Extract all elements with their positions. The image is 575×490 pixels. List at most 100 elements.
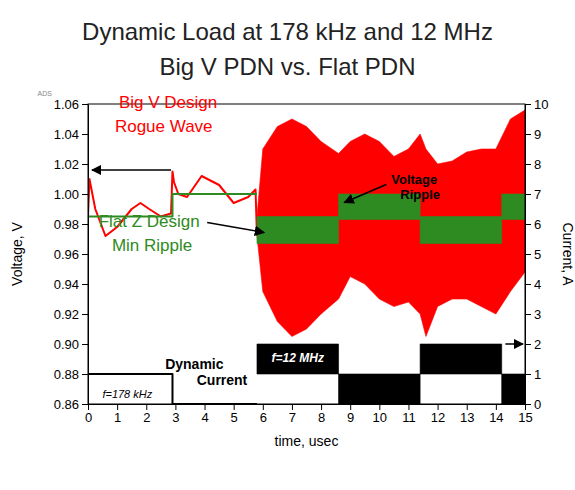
tick-mark	[82, 404, 88, 405]
tick-label: 5	[231, 410, 238, 425]
tick-label: 1	[534, 367, 541, 382]
tick: 3	[172, 404, 179, 425]
tick-label: 0.90	[54, 337, 79, 352]
tick-label: 9	[347, 410, 354, 425]
tick-label: 6	[534, 217, 541, 232]
source-label: ADS	[38, 90, 53, 97]
tick-label: 6	[260, 410, 267, 425]
y-axis-line	[88, 105, 89, 405]
tick: 12	[431, 404, 445, 425]
tick: 4	[525, 277, 541, 292]
tick-label: 5	[534, 247, 541, 262]
tick: 0	[525, 397, 541, 412]
tick: 5	[525, 247, 541, 262]
tick-label: 0	[534, 397, 541, 412]
tick-mark	[350, 404, 351, 410]
tick-mark	[525, 134, 531, 135]
tick-label: 4	[201, 410, 208, 425]
tick: 8	[525, 157, 541, 172]
tick-label: 3	[172, 410, 179, 425]
tick-label: 10	[373, 410, 387, 425]
chart-title: Dynamic Load at 178 kHz and 12 MHz	[82, 18, 493, 45]
tick: 0.96	[54, 247, 88, 262]
annotation-pointer	[344, 185, 386, 203]
tick: 0.94	[54, 277, 88, 292]
tick-label: 1.02	[54, 157, 79, 172]
y-axis-title: Voltage, V	[9, 221, 25, 285]
tick: 1.00	[54, 187, 88, 202]
tick-label: 12	[431, 410, 445, 425]
tick: 2	[525, 337, 541, 352]
tick: 0	[85, 404, 92, 425]
series-band	[257, 110, 525, 337]
tick-label: 10	[534, 97, 548, 112]
tick-label: 0.94	[54, 277, 79, 292]
chart-svg: Dynamic Load at 178 kHz and 12 MHz Big V …	[0, 0, 575, 490]
tick-mark	[321, 404, 322, 410]
tick-mark	[525, 374, 531, 375]
tick: 8	[318, 404, 325, 425]
tick: 3	[525, 307, 541, 322]
tick-mark	[379, 404, 380, 410]
axis-pointer-right	[505, 343, 523, 345]
y2-axis: 0 1 2 3 4 5 6 7 8 9 10	[525, 97, 548, 412]
tick: 7	[525, 187, 541, 202]
tick: 5	[231, 404, 238, 425]
tick: 9	[525, 127, 541, 142]
tick: 1	[525, 367, 541, 382]
tick-mark	[82, 134, 88, 135]
chart-container: Dynamic Load at 178 kHz and 12 MHz Big V …	[0, 0, 575, 490]
annotation-pointer	[207, 223, 264, 233]
annotation: f=12 MHz	[272, 351, 324, 365]
annotations: Big V DesignRogue WaveFlat Z DesignMin R…	[99, 93, 440, 399]
tick-label: 15	[518, 410, 532, 425]
tick-label: 0.92	[54, 307, 79, 322]
tick-mark	[82, 254, 88, 255]
tick-label: 0.96	[54, 247, 79, 262]
tick-label: 0.88	[54, 367, 79, 382]
tick: 0.98	[54, 217, 88, 232]
tick: 10	[525, 97, 548, 112]
chart-subtitle: Big V PDN vs. Flat PDN	[159, 53, 415, 80]
x-axis-title: time, usec	[275, 433, 339, 449]
tick-mark	[467, 404, 468, 410]
tick-label: 1.00	[54, 187, 79, 202]
tick-mark	[408, 404, 409, 410]
tick-label: 9	[534, 127, 541, 142]
tick-mark	[82, 374, 88, 375]
tick-mark	[82, 194, 88, 195]
tick-label: 7	[289, 410, 296, 425]
tick: 0.86	[54, 397, 88, 412]
tick-label: 11	[402, 410, 416, 425]
tick-label: 4	[534, 277, 541, 292]
tick-label: 13	[460, 410, 474, 425]
tick-label: 8	[318, 410, 325, 425]
tick-mark	[82, 314, 88, 315]
tick-label: 7	[534, 187, 541, 202]
tick-mark	[82, 224, 88, 225]
annotation: Flat Z Design	[99, 212, 200, 231]
tick: 1.04	[54, 127, 88, 142]
tick-mark	[525, 344, 531, 345]
tick-label: 14	[489, 410, 503, 425]
tick-mark	[525, 104, 531, 105]
tick: 1	[114, 404, 121, 425]
tick-label: 3	[534, 307, 541, 322]
tick: 11	[402, 404, 416, 425]
annotation: Rogue Wave	[115, 117, 213, 136]
tick-mark	[82, 284, 88, 285]
tick-mark	[525, 404, 531, 405]
tick: 0.88	[54, 367, 88, 382]
annotation: Ripple	[400, 187, 440, 202]
tick: 4	[201, 404, 208, 425]
tick-label: 1.04	[54, 127, 79, 142]
tick-mark	[525, 284, 531, 285]
tick: 6	[525, 217, 541, 232]
tick-mark	[438, 404, 439, 410]
tick-label: 0	[85, 410, 92, 425]
marks	[88, 110, 525, 404]
tick-label: 0.86	[54, 397, 79, 412]
tick-mark	[117, 404, 118, 410]
tick: 6	[260, 404, 267, 425]
tick-mark	[263, 404, 264, 410]
